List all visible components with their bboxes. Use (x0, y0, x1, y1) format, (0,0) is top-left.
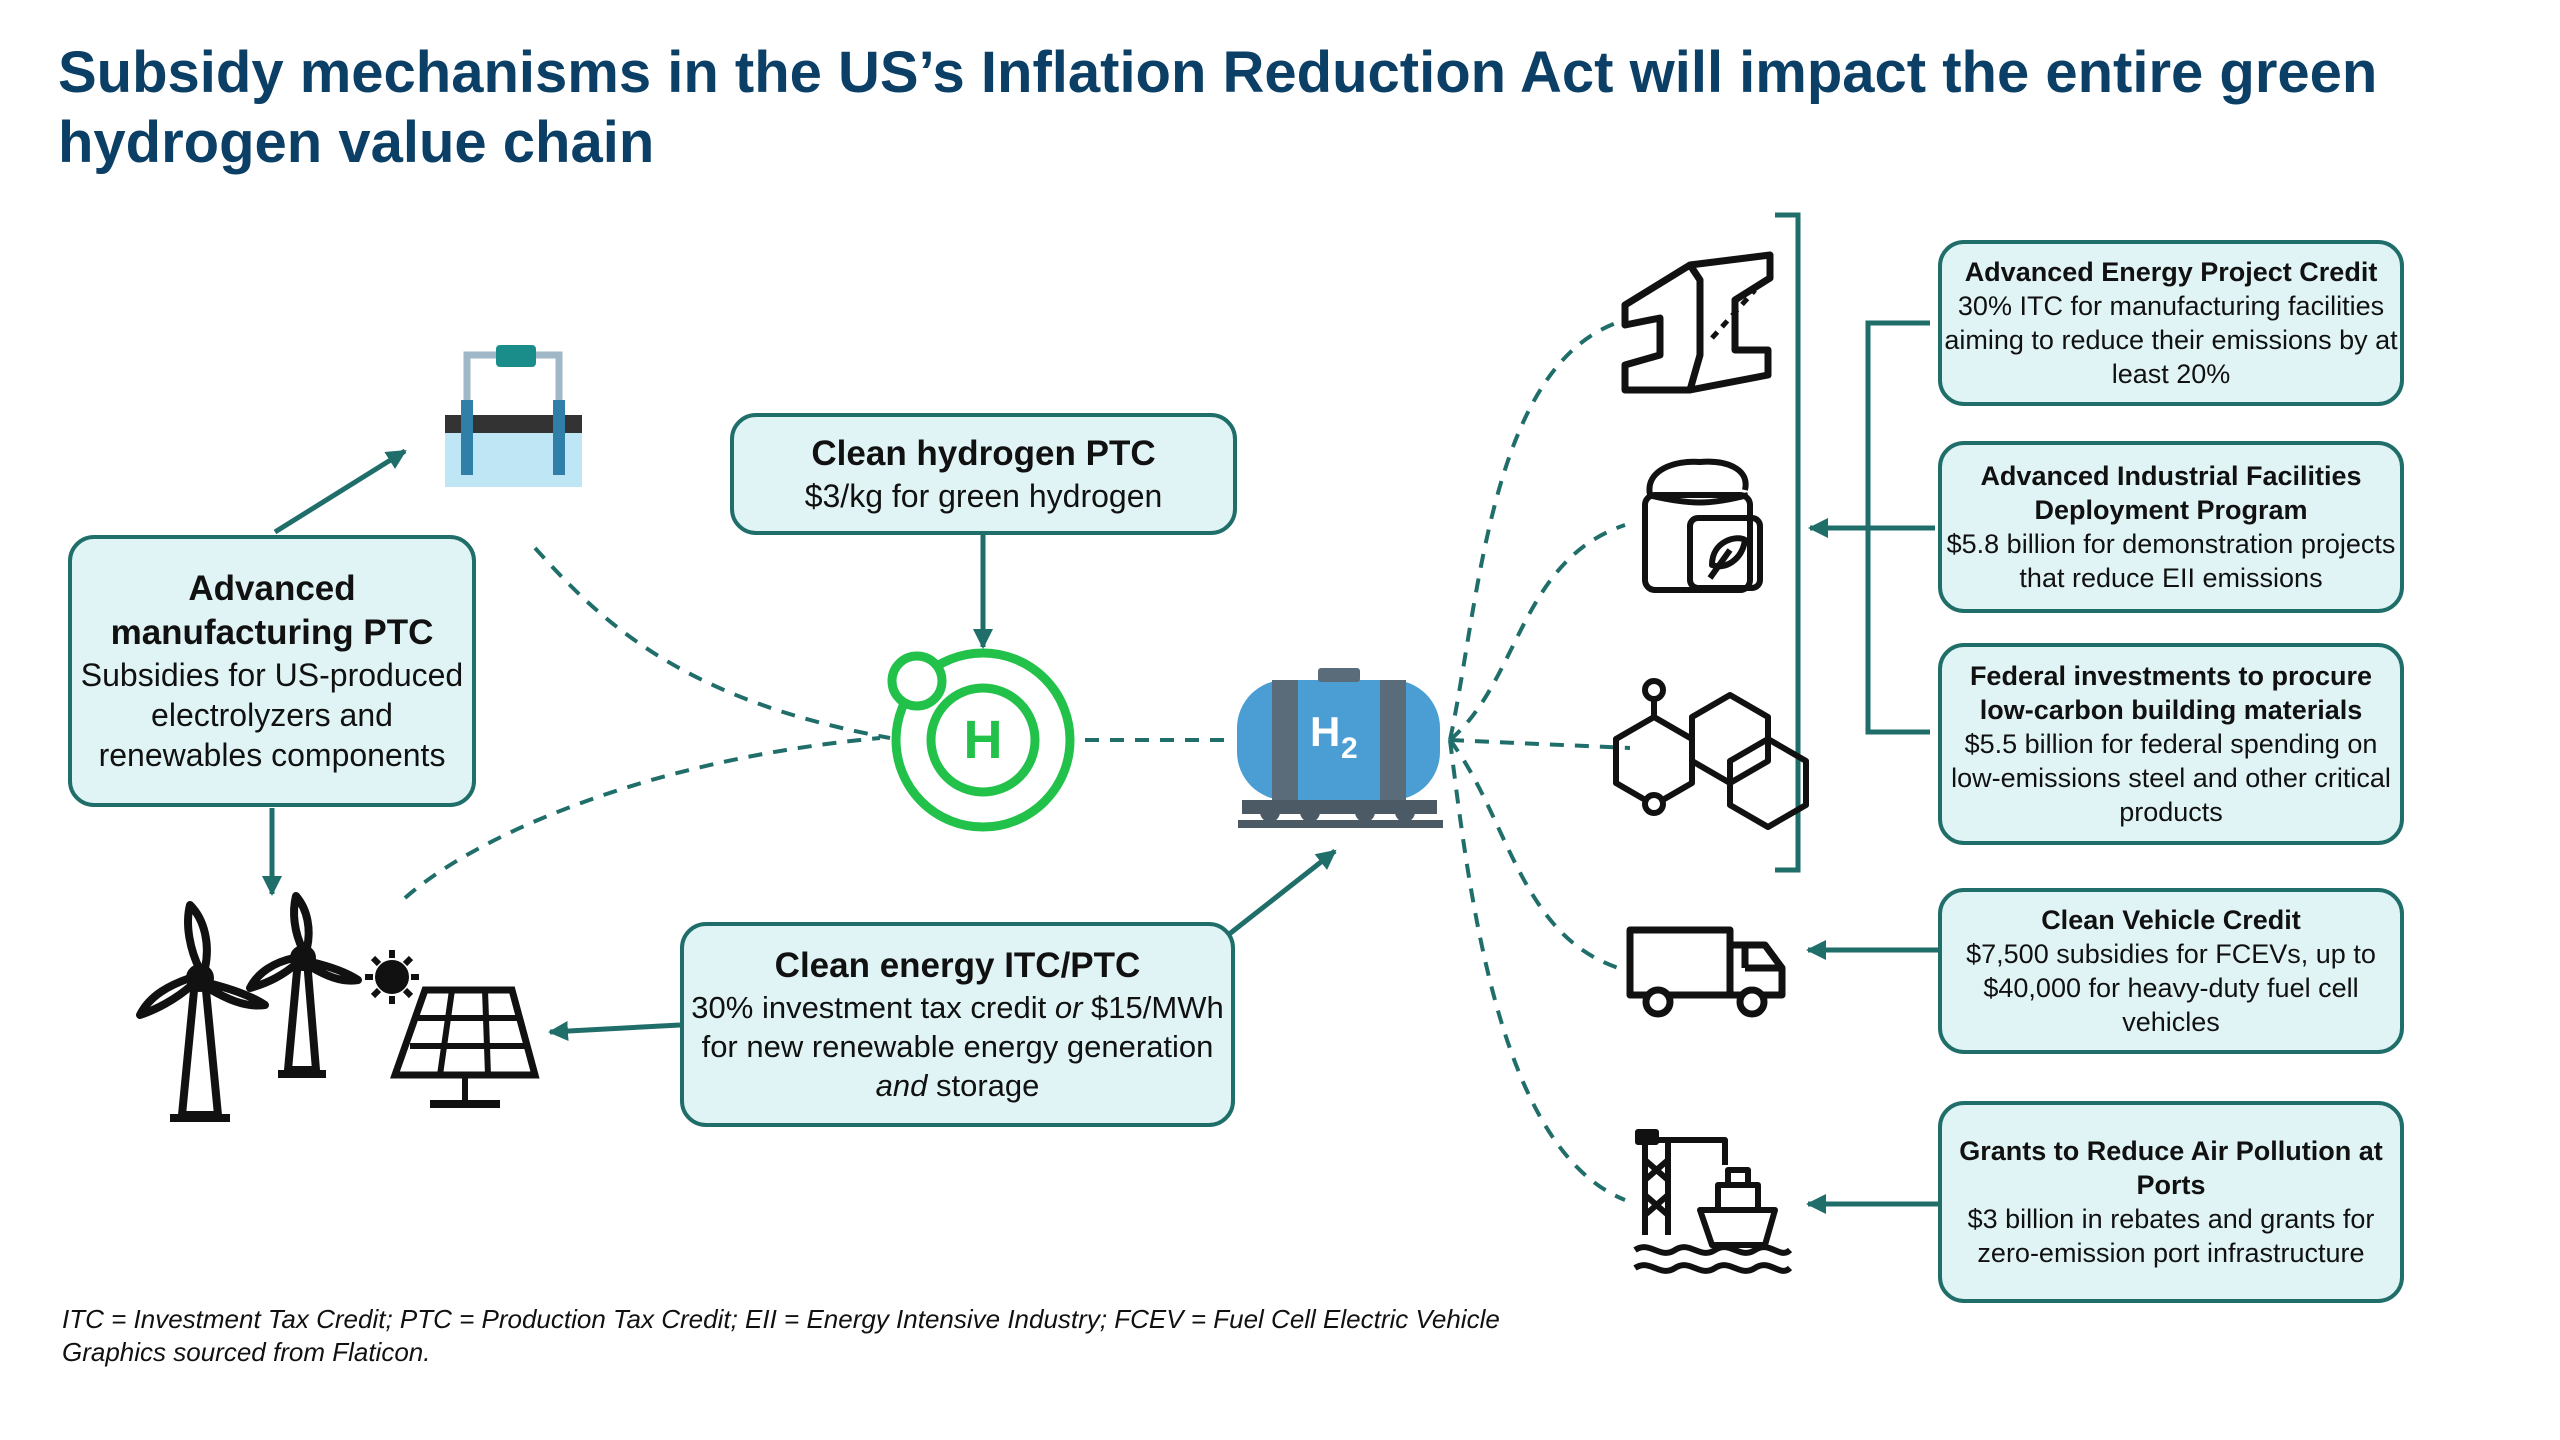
right-connector (1865, 320, 1930, 735)
hydrogen-tank-car-icon: H 2 (1237, 668, 1443, 828)
flow-renewables-to-atom (403, 736, 881, 900)
flow-tank-to-chemicals (1449, 738, 1631, 750)
clean-energy-title: Clean energy ITC/PTC (774, 946, 1141, 985)
tank-label-sub: 2 (1341, 732, 1358, 765)
page-title: Subsidy mechanisms in the US’s Inflation… (58, 40, 2378, 175)
clean-energy-body-part3: storage (927, 1068, 1040, 1103)
clean-hydrogen-body: $3/kg for green hydrogen (804, 478, 1163, 514)
flow-tank-to-fertilizer (1448, 523, 1626, 742)
clean-hydrogen-title: Clean hydrogen PTC (811, 434, 1156, 473)
fertilizer-bag-icon (1642, 458, 1763, 593)
arrow-energy-to-tank (1226, 849, 1337, 937)
clean-energy-body-or: or (1054, 990, 1083, 1025)
clean-vehicle-credit-box: Clean Vehicle Credit $7,500 subsidies fo… (1938, 888, 2404, 1054)
truck-icon (1626, 926, 1786, 1018)
flow-tank-to-steel (1448, 318, 1626, 741)
federal-low-carbon-materials-box: Federal investments to procure low-carbo… (1938, 643, 2404, 845)
flow-electrolyzer-to-atom (533, 546, 891, 740)
footnote-credits: Graphics sourced from Flaticon. (62, 1337, 431, 1367)
electrolyzer-icon (445, 345, 582, 487)
dashed-flows (403, 318, 1631, 1202)
arrow-to-electrolyzer (273, 448, 407, 535)
advanced-manufacturing-ptc-box: Advanced manufacturing PTC Subsidies for… (68, 535, 476, 807)
right-box-title: Clean Vehicle Credit (2041, 905, 2301, 935)
advanced-energy-project-credit-box: Advanced Energy Project Credit 30% ITC f… (1938, 240, 2404, 406)
advanced-manufacturing-body: Subsidies for US-produced electrolyzers … (80, 657, 464, 773)
right-box-title: Advanced Energy Project Credit (1964, 257, 2378, 287)
wind-turbine-icon (136, 892, 362, 1122)
right-box-body: $7,500 subsidies for FCEVs, up to $40,00… (1966, 939, 2376, 1037)
ports-air-pollution-grants-box: Grants to Reduce Air Pollution at Ports … (1938, 1101, 2404, 1303)
right-box-title: Advanced Industrial Facilities Deploymen… (1980, 461, 2362, 525)
industry-bracket (1775, 212, 1801, 873)
right-box-title: Federal investments to procure low-carbo… (1969, 661, 2373, 725)
advanced-industrial-facilities-box: Advanced Industrial Facilities Deploymen… (1938, 441, 2404, 613)
clean-energy-body-and: and (875, 1068, 928, 1103)
right-box-body: 30% ITC for manufacturing facilities aim… (1944, 291, 2398, 389)
right-box-body: $5.5 billion for federal spending on low… (1951, 729, 2391, 827)
clean-energy-itc-ptc-box: Clean energy ITC/PTC 30% investment tax … (680, 922, 1235, 1127)
solar-panel-icon (365, 950, 540, 1108)
clean-hydrogen-ptc-box: Clean hydrogen PTC $3/kg for green hydro… (730, 413, 1237, 535)
solid-arrows (262, 212, 1938, 1214)
tank-label-h: H (1310, 708, 1340, 755)
arrow-energy-to-solar (548, 1021, 681, 1042)
port-ship-icon (1633, 1129, 1793, 1274)
steel-beam-icon (1621, 251, 1774, 394)
footnote-abbreviations: ITC = Investment Tax Credit; PTC = Produ… (62, 1304, 1500, 1334)
right-box-body: $5.8 billion for demonstration projects … (1946, 529, 2396, 593)
atom-label: H (964, 710, 1003, 770)
flow-tank-to-port (1448, 739, 1626, 1202)
chemical-molecule-icon (1613, 678, 1809, 830)
advanced-manufacturing-title: Advanced manufacturing PTC (110, 569, 434, 652)
right-box-body: $3 billion in rebates and grants for zer… (1967, 1204, 2375, 1268)
right-box-title: Grants to Reduce Air Pollution at Ports (1959, 1136, 2383, 1200)
clean-energy-body-part1: 30% investment tax credit (691, 990, 1055, 1025)
flow-tank-to-truck (1448, 738, 1626, 972)
hydrogen-atom-icon: H (887, 648, 1075, 832)
clean-energy-body: 30% investment tax credit or $15/MWh for… (684, 988, 1231, 1105)
clean-energy-body-part2: $15/MWh for new renewable energy generat… (701, 990, 1224, 1064)
